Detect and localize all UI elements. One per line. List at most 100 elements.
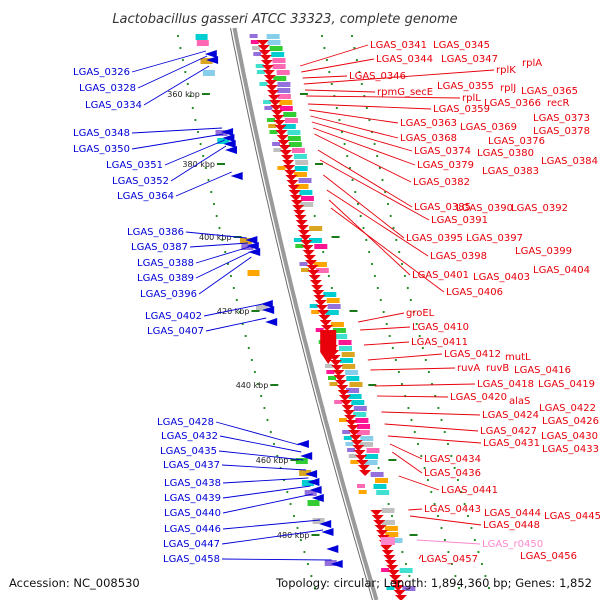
forward-label-connector — [363, 341, 410, 346]
forward-gene-label[interactable]: LGAS_0376 — [488, 136, 545, 147]
forward-gene-label[interactable]: LGAS_0403 — [473, 272, 530, 283]
forward-gene-label[interactable]: LGAS_0444 — [484, 508, 541, 519]
forward-gene-label[interactable]: LGAS_0416 — [514, 365, 571, 376]
forward-gene-label[interactable]: recR — [547, 98, 570, 109]
forward-gene-label[interactable]: LGAS_0412 — [444, 349, 501, 360]
forward-gene-label[interactable]: LGAS_0344 — [376, 54, 433, 65]
forward-gene-label[interactable]: LGAS_0347 — [441, 54, 498, 65]
forward-gene-label[interactable]: LGAS_0418 — [477, 379, 534, 390]
reverse-gene-label[interactable]: LGAS_0348 — [73, 128, 130, 139]
forward-gene-label[interactable]: LGAS_0426 — [542, 416, 599, 427]
forward-gene-label[interactable]: LGAS_0431 — [483, 438, 540, 449]
forward-gene-label[interactable]: LGAS_0398 — [430, 251, 487, 262]
forward-gene-label[interactable]: LGAS_0369 — [460, 122, 517, 133]
forward-gene-label[interactable]: LGAS_0359 — [433, 104, 490, 115]
reverse-gene-label[interactable]: LGAS_0334 — [85, 100, 142, 111]
reverse-gene-label[interactable]: LGAS_0437 — [163, 460, 220, 471]
reverse-gene-label[interactable]: LGAS_0439 — [164, 493, 221, 504]
forward-gene-label[interactable]: ruvA — [457, 363, 480, 374]
forward-gene-label[interactable]: LGAS_0345 — [433, 40, 490, 51]
forward-gene-label[interactable]: LGAS_0384 — [541, 156, 598, 167]
forward-gene-label[interactable]: LGAS_0397 — [466, 233, 523, 244]
forward-gene-label[interactable]: LGAS_0391 — [431, 215, 488, 226]
forward-gene-label[interactable]: LGAS_0346 — [349, 71, 406, 82]
forward-gene-arrow — [289, 195, 302, 201]
forward-gene-label[interactable]: rplK — [496, 65, 516, 76]
forward-gene-label[interactable]: LGAS_0363 — [400, 118, 457, 129]
forward-gene-label[interactable]: ruvB — [486, 363, 509, 374]
reverse-gene-label[interactable]: LGAS_0396 — [140, 289, 197, 300]
forward-gene-label[interactable]: alaS — [509, 396, 530, 407]
forward-gene-label[interactable]: LGAS_0411 — [411, 337, 468, 348]
forward-gene-label[interactable]: rplJ — [500, 83, 516, 94]
forward-gene-label[interactable]: LGAS_0383 — [482, 166, 539, 177]
forward-gene-label[interactable]: LGAS_0424 — [482, 410, 539, 421]
forward-gene-label[interactable]: rplA — [522, 58, 542, 69]
reverse-gene-label[interactable]: LGAS_0387 — [131, 242, 188, 253]
reverse-gene-label[interactable]: LGAS_0328 — [79, 83, 136, 94]
forward-gene-label[interactable]: LGAS_0406 — [446, 287, 503, 298]
forward-gene-label[interactable]: LGAS_0380 — [477, 148, 534, 159]
reverse-gene-label[interactable]: LGAS_0458 — [163, 554, 220, 565]
forward-gene-label[interactable]: LGAS_0422 — [539, 403, 596, 414]
forward-gene-label[interactable]: LGAS_0365 — [521, 86, 578, 97]
forward-gene-label[interactable]: mutL — [505, 352, 531, 363]
reverse-gene-label[interactable]: LGAS_0438 — [164, 478, 221, 489]
forward-gene-label[interactable]: LGAS_0457 — [421, 554, 478, 565]
forward-gene-label[interactable]: groEL — [406, 308, 435, 319]
forward-gene-label[interactable]: LGAS_0410 — [412, 322, 469, 333]
genome-title: Lactobacillus gasseri ATCC 33323, comple… — [112, 12, 457, 27]
forward-gene-label[interactable]: LGAS_0390 — [456, 203, 513, 214]
reverse-gene-label[interactable]: LGAS_0435 — [160, 446, 217, 457]
forward-gene-label[interactable]: LGAS_0419 — [538, 379, 595, 390]
reverse-gene-label[interactable]: LGAS_0407 — [147, 326, 204, 337]
reverse-gene-label[interactable]: LGAS_0351 — [106, 160, 163, 171]
forward-gene-label[interactable]: LGAS_0445 — [544, 511, 600, 522]
forward-gene-label[interactable]: LGAS_0441 — [441, 485, 498, 496]
reverse-gene-label[interactable]: LGAS_0446 — [164, 524, 221, 535]
reverse-gene-label[interactable]: LGAS_0428 — [157, 417, 214, 428]
forward-gene-label[interactable]: LGAS_0420 — [450, 392, 507, 403]
forward-gene-label[interactable]: LGAS_0434 — [424, 454, 481, 465]
forward-gene-label[interactable]: LGAS_0401 — [412, 270, 469, 281]
forward-gene-label[interactable]: LGAS_0456 — [520, 551, 577, 562]
forward-gene-label[interactable]: LGAS_0436 — [424, 468, 481, 479]
forward-gene-arrow — [263, 75, 276, 81]
forward-gene-label[interactable]: LGAS_0382 — [413, 177, 470, 188]
forward-gene-label[interactable]: LGAS_0448 — [483, 520, 540, 531]
reverse-gene-label[interactable]: LGAS_0350 — [73, 144, 130, 155]
forward-gene-label[interactable]: LGAS_0373 — [533, 113, 590, 124]
forward-gene-label[interactable]: LGAS_0355 — [437, 81, 494, 92]
forward-gene-label[interactable]: LGAS_0385 — [414, 202, 471, 213]
forward-gene-label[interactable]: LGAS_0379 — [417, 160, 474, 171]
reverse-gene-label[interactable]: LGAS_0386 — [127, 227, 184, 238]
forward-gene-label[interactable]: LGAS_0378 — [533, 126, 590, 137]
forward-gene-label[interactable]: rpmG_secE — [377, 87, 433, 98]
forward-gene-label[interactable]: LGAS_0368 — [400, 133, 457, 144]
forward-gene-label[interactable]: rplL — [462, 93, 481, 104]
ring-guide-dot — [292, 514, 296, 518]
reverse-gene-label[interactable]: LGAS_0352 — [112, 176, 169, 187]
forward-gene-label[interactable]: LGAS_0374 — [414, 146, 471, 157]
forward-gene-label[interactable]: LGAS_0395 — [406, 233, 463, 244]
forward-gene-arrow — [311, 285, 324, 291]
reverse-gene-label[interactable]: LGAS_0364 — [117, 191, 174, 202]
reverse-gene-label[interactable]: LGAS_0388 — [137, 258, 194, 269]
forward-gene-label[interactable]: LGAS_0443 — [424, 504, 481, 515]
forward-gene-label[interactable]: LGAS_0404 — [533, 265, 590, 276]
reverse-gene-label[interactable]: LGAS_0402 — [145, 311, 202, 322]
forward-gene-label[interactable]: LGAS_0399 — [515, 246, 572, 257]
reverse-gene-label[interactable]: LGAS_0326 — [73, 67, 130, 78]
reverse-gene-label[interactable]: LGAS_0389 — [137, 273, 194, 284]
reverse-gene-label[interactable]: LGAS_0440 — [164, 508, 221, 519]
forward-gene-label[interactable]: LGAS_0433 — [542, 444, 599, 455]
forward-gene-label[interactable]: LGAS_0427 — [480, 426, 537, 437]
reverse-gene-label[interactable]: LGAS_0447 — [163, 539, 220, 550]
rna-gene-label[interactable]: LGAS_r0450 — [482, 539, 543, 550]
forward-gene-label[interactable]: LGAS_0392 — [511, 203, 568, 214]
forward-gene-label[interactable]: LGAS_0366 — [484, 98, 541, 109]
ring-guide-dot — [215, 214, 218, 218]
forward-gene-label[interactable]: LGAS_0430 — [541, 431, 598, 442]
forward-gene-label[interactable]: LGAS_0341 — [370, 40, 427, 51]
reverse-gene-label[interactable]: LGAS_0432 — [161, 431, 218, 442]
